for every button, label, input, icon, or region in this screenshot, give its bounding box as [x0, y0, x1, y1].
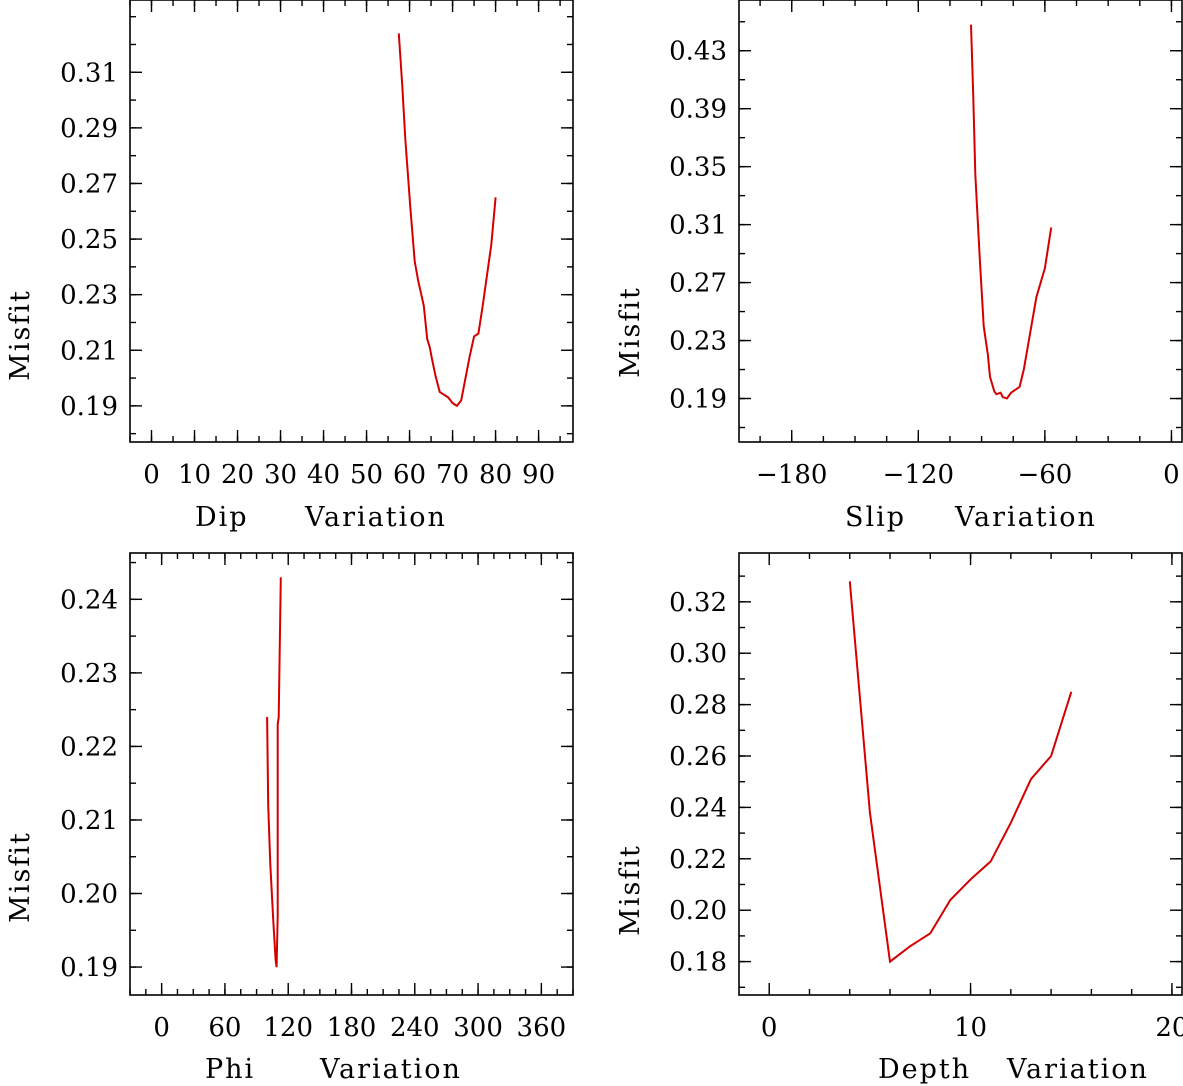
chart-panel-depth: 0.18 0.20 0.22 0.24 0.26 0.28 0.30 0.32 0 10 20 Dep…	[615, 552, 1183, 1085]
x-tick-label: 360	[517, 1013, 567, 1043]
y-tick-label: 0.26	[669, 742, 727, 772]
x-axis-label: Phi	[205, 1054, 255, 1085]
plot-frame	[129, 552, 574, 996]
y-tick-label: 0.27	[669, 269, 727, 299]
y-tick-label: 0.19	[60, 392, 118, 422]
x-tick-label: 20	[221, 460, 254, 490]
x-tick-label: −180	[756, 460, 827, 490]
chart-panel-slip: 0.19 0.23 0.27 0.31 0.35 0.39 0.43 −180 −120 −60 0…	[615, 0, 1183, 533]
y-tick-label: 0.31	[669, 211, 727, 241]
misfit-curve-depth	[848, 581, 1073, 964]
y-tick-label: 0.25	[60, 225, 118, 255]
y-tick-label: 0.35	[669, 153, 727, 183]
y-tick-label: 0.23	[60, 659, 118, 689]
x-tick-label: 0	[1163, 460, 1180, 490]
y-tick-label: 0.19	[60, 953, 118, 983]
x-tick-label: 80	[479, 460, 512, 490]
y-tick-label: 0.19	[669, 385, 727, 415]
misfit-curve-phi	[266, 577, 282, 968]
y-tick-label: 0.43	[669, 37, 727, 67]
y-tick-label: 0.30	[669, 639, 727, 669]
misfit-curve-dip	[397, 33, 497, 408]
plot-frame	[738, 552, 1183, 996]
x-tick-label: 30	[264, 460, 297, 490]
y-tick-label: 0.22	[669, 845, 727, 875]
y-axis-label: Misfit	[615, 286, 646, 378]
x-tick-label: 40	[307, 460, 340, 490]
y-tick-label: 0.27	[60, 169, 118, 199]
y-axis-label: Misfit	[5, 289, 36, 381]
y-axis-label: Misfit	[5, 831, 36, 923]
x-tick-label: 50	[350, 460, 383, 490]
x-tick-label: 300	[453, 1013, 503, 1043]
x-tick-label: 10	[178, 460, 211, 490]
y-tick-label: 0.29	[60, 114, 118, 144]
y-tick-label: 0.21	[60, 806, 118, 836]
x-axis-label: Dip	[195, 502, 249, 533]
y-tick-label: 0.28	[669, 691, 727, 721]
chart-panel-phi: 0.19 0.20 0.21 0.22 0.23 0.24 0 60 120 180 240 300 3…	[5, 552, 574, 1085]
plot-frame	[129, 0, 574, 443]
x-tick-label: 0	[153, 1013, 170, 1043]
x-axis-label: Depth	[878, 1054, 971, 1085]
x-tick-label: 20	[1155, 1013, 1183, 1043]
y-tick-label: 0.21	[60, 336, 118, 366]
x-axis-label-variation: Variation	[304, 502, 447, 533]
x-tick-label: −120	[883, 460, 954, 490]
y-tick-label: 0.39	[669, 95, 727, 125]
x-tick-label: 60	[208, 1013, 241, 1043]
x-tick-label: 60	[393, 460, 426, 490]
misfit-curve-slip	[970, 24, 1053, 400]
x-axis-label-variation: Variation	[954, 502, 1097, 533]
x-axis-label-variation: Variation	[319, 1054, 462, 1085]
chart-panel-dip: 0.19 0.21 0.23 0.25 0.27 0.29 0.31 0 10 20 30 40 50 6…	[5, 0, 574, 533]
x-axis-label: Slip	[845, 502, 906, 533]
y-axis-label: Misfit	[615, 844, 646, 936]
x-axis-label-variation: Variation	[1006, 1054, 1149, 1085]
y-tick-label: 0.23	[669, 327, 727, 357]
y-tick-label: 0.24	[669, 793, 727, 823]
y-tick-label: 0.24	[60, 585, 118, 615]
x-tick-label: 70	[436, 460, 469, 490]
x-tick-label: 180	[327, 1013, 377, 1043]
x-tick-label: 90	[522, 460, 555, 490]
y-tick-label: 0.31	[60, 58, 118, 88]
y-tick-label: 0.23	[60, 281, 118, 311]
y-tick-label: 0.32	[669, 588, 727, 618]
x-tick-label: 10	[954, 1013, 987, 1043]
y-tick-label: 0.20	[60, 880, 118, 910]
x-tick-label: −60	[1017, 460, 1072, 490]
y-tick-label: 0.20	[669, 896, 727, 926]
plot-frame	[738, 0, 1183, 443]
x-tick-label: 0	[761, 1013, 778, 1043]
y-tick-label: 0.22	[60, 732, 118, 762]
x-tick-label: 120	[263, 1013, 313, 1043]
y-tick-label: 0.18	[669, 948, 727, 978]
x-tick-label: 0	[143, 460, 160, 490]
x-tick-label: 240	[390, 1013, 440, 1043]
